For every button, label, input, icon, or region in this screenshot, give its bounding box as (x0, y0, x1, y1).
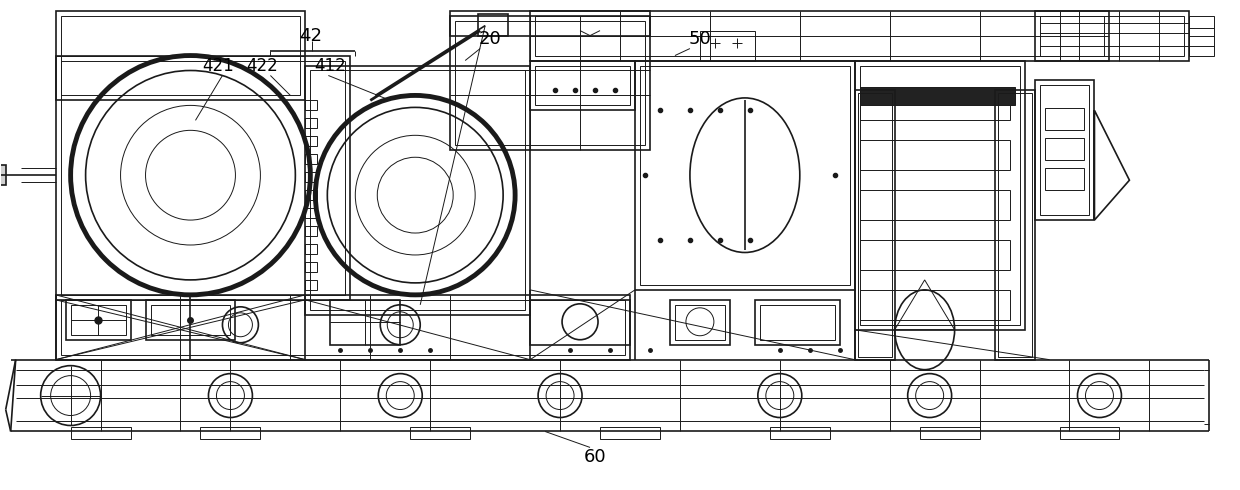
Bar (61, 16, 300, 96)
Bar (1044, 168, 1085, 190)
Bar (305, 226, 317, 236)
Text: 412: 412 (315, 56, 346, 74)
Bar (920, 427, 980, 440)
Text: 60: 60 (584, 448, 606, 466)
Bar (305, 244, 317, 254)
Bar (755, 300, 839, 345)
Bar (531, 61, 635, 110)
Bar (670, 300, 730, 345)
Text: 50: 50 (688, 29, 712, 48)
Bar (71, 305, 125, 335)
Bar (61, 61, 345, 295)
Bar (600, 427, 660, 440)
Bar (305, 154, 317, 164)
Bar (66, 300, 130, 340)
Bar (305, 66, 531, 315)
Bar (859, 91, 1009, 121)
Bar (56, 55, 351, 300)
Bar (531, 300, 630, 345)
Bar (1044, 108, 1085, 130)
Bar (635, 61, 854, 290)
Bar (1189, 16, 1214, 55)
Bar (1039, 85, 1090, 215)
Bar (760, 305, 835, 340)
Bar (1059, 427, 1120, 440)
Bar (450, 11, 650, 36)
Bar (859, 290, 1009, 320)
Bar (305, 119, 317, 128)
Bar (531, 11, 1110, 61)
Bar (305, 190, 317, 200)
Bar (1039, 16, 1184, 55)
Bar (305, 100, 317, 110)
Bar (305, 136, 317, 147)
Bar (859, 66, 1019, 325)
Bar (310, 71, 525, 310)
Bar (1034, 80, 1095, 220)
Bar (854, 61, 1024, 330)
Bar (479, 14, 508, 36)
Bar (305, 262, 317, 272)
Bar (305, 280, 317, 290)
Bar (56, 295, 630, 360)
Bar (859, 140, 1009, 170)
Bar (61, 300, 625, 355)
Bar (699, 30, 755, 61)
Text: 42: 42 (299, 26, 322, 45)
Bar (859, 190, 1009, 220)
Bar (1034, 11, 1189, 61)
Bar (640, 66, 849, 285)
Bar (994, 91, 1034, 360)
Bar (305, 172, 317, 182)
Bar (0, 165, 6, 185)
Bar (854, 91, 895, 360)
Bar (770, 427, 830, 440)
Text: 20: 20 (479, 29, 501, 48)
Bar (1044, 138, 1085, 160)
Bar (201, 427, 260, 440)
Text: 421: 421 (202, 56, 234, 74)
Bar (145, 300, 236, 340)
Bar (410, 427, 470, 440)
Bar (56, 11, 305, 100)
Bar (536, 66, 630, 105)
Bar (859, 87, 1014, 105)
Bar (71, 427, 130, 440)
Bar (675, 305, 725, 340)
Bar (150, 305, 231, 335)
Bar (536, 16, 1105, 55)
Bar (997, 94, 1032, 357)
Bar (455, 21, 645, 145)
Bar (330, 300, 401, 345)
Bar (859, 240, 1009, 270)
Bar (305, 208, 317, 218)
Bar (858, 94, 892, 357)
Bar (450, 16, 650, 150)
Text: 422: 422 (247, 56, 278, 74)
